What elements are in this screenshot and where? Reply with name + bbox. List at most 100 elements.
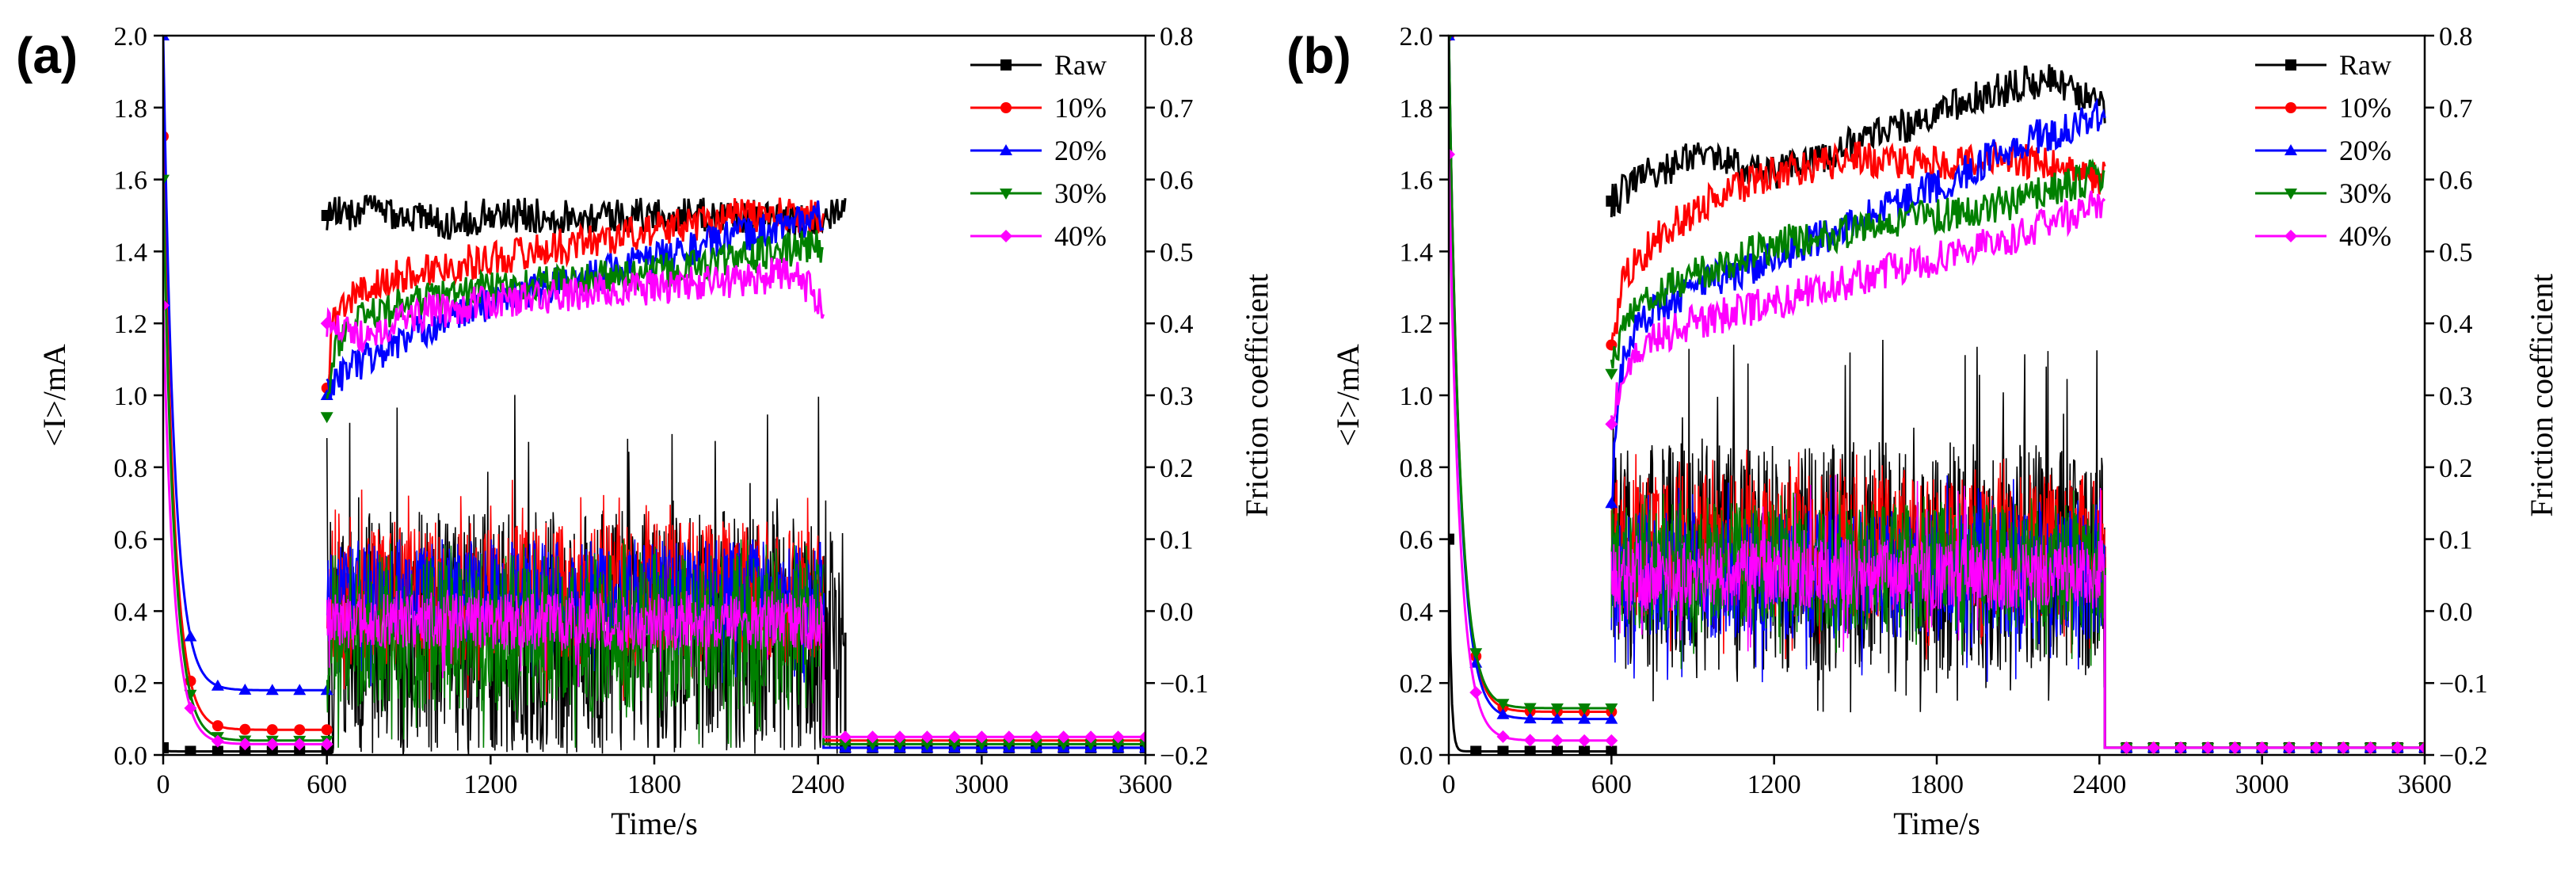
y-right-tick-label: 0.7	[2439, 94, 2473, 124]
friction-marker-Raw	[321, 210, 333, 221]
y-left-tick-label: 2.0	[114, 22, 148, 51]
current-marker-Raw	[1579, 745, 1591, 755]
legend-label: 30%	[2339, 177, 2391, 209]
current-marker-Raw	[163, 741, 169, 753]
current-marker-40pct	[2310, 741, 2323, 754]
y-left-tick-label: 0.2	[1400, 669, 1434, 699]
y-right-tick-label: 0.1	[2439, 526, 2473, 555]
y-left-tick-label: 1.2	[114, 310, 148, 339]
current-marker-40pct	[163, 299, 170, 312]
current-marker-30pct	[947, 739, 961, 751]
plot-area	[1449, 36, 2425, 755]
current-marker-40pct	[2418, 741, 2425, 754]
current-marker-10pct	[239, 723, 251, 735]
current-marker-Raw	[1551, 745, 1563, 755]
y-left-tick-label: 0.0	[114, 741, 148, 771]
x-tick-label: 600	[307, 770, 347, 799]
y-right-tick-label: −0.1	[1160, 669, 1209, 699]
y-left-tick-label: 1.8	[1400, 94, 1434, 124]
current-marker-20pct	[265, 684, 279, 696]
x-axis-title: Time/s	[1893, 806, 1980, 841]
current-marker-40pct	[265, 738, 279, 751]
current-marker-40pct	[2120, 741, 2133, 754]
current-marker-30pct	[975, 739, 989, 751]
current-marker-30pct	[1523, 703, 1537, 715]
x-tick-label: 2400	[2072, 770, 2126, 799]
current-marker-40pct	[1550, 734, 1564, 747]
current-marker-10pct	[266, 724, 278, 736]
y-left-tick-label: 2.0	[1400, 22, 1434, 51]
y-left-tick-label: 0.6	[114, 526, 148, 555]
current-marker-40pct	[975, 730, 989, 744]
current-marker-30pct	[1605, 703, 1618, 715]
friction-line-40pct	[326, 257, 825, 353]
current-marker-40pct	[2337, 741, 2350, 754]
legend-label: Raw	[2339, 49, 2391, 81]
current-marker-40pct	[1523, 734, 1537, 747]
current-marker-40pct	[894, 730, 906, 744]
current-marker-40pct	[2255, 741, 2269, 754]
y-right-tick-label: 0.8	[1160, 22, 1194, 51]
current-marker-30pct	[1002, 739, 1016, 751]
legend-label: 20%	[1054, 135, 1107, 166]
x-tick-label: 1800	[1910, 770, 1964, 799]
friction-line-40pct	[1610, 190, 2106, 424]
x-tick-label: 0	[1442, 770, 1456, 799]
y-left-tick-label: 1.4	[114, 238, 148, 267]
legend-label: 40%	[1054, 220, 1107, 252]
friction-line-30pct	[1610, 158, 2105, 369]
current-marker-40pct	[1139, 730, 1145, 744]
panel-b: 0 600 1200 1800 2400 3000 3600 0.0 0.2 0.4 0.6 0.8 1…	[1286, 22, 2559, 841]
current-marker-Raw	[239, 745, 251, 755]
y-right-tick-label: 0.7	[1160, 94, 1194, 124]
current-marker-30pct	[1550, 703, 1564, 715]
current-marker-40pct	[238, 738, 252, 751]
current-marker-Raw	[1470, 745, 1482, 755]
current-marker-20pct	[1578, 712, 1591, 724]
y-right-tick-label: 0.8	[2439, 22, 2473, 51]
current-marker-40pct	[293, 738, 307, 751]
x-tick-label: 1200	[1747, 770, 1801, 799]
y-right-tick-label: 0.2	[2439, 454, 2473, 483]
legend-marker	[2284, 189, 2297, 200]
x-axis-title: Time/s	[611, 806, 698, 841]
current-marker-40pct	[2228, 741, 2242, 754]
x-tick-label: 3000	[955, 770, 1008, 799]
legend-marker	[2284, 144, 2297, 155]
y-right-tick-label: 0.0	[1160, 597, 1194, 627]
y-left-tick-label: 1.2	[1400, 310, 1434, 339]
legend-marker	[2285, 59, 2296, 71]
legend-label: 10%	[1054, 92, 1107, 124]
current-marker-10pct	[321, 724, 333, 736]
panel-a: 0 600 1200 1800 2400 3000 3600 0.0 0.2 0.4 0.6 0.8 1…	[16, 22, 1275, 841]
current-marker-40pct	[320, 738, 333, 751]
legend-label: 10%	[2339, 92, 2391, 124]
legend-marker	[1000, 189, 1012, 200]
x-tick-label: 3600	[2398, 770, 2452, 799]
y-left-tick-label: 1.6	[114, 166, 148, 196]
current-marker-30pct	[163, 174, 170, 186]
current-marker-30pct	[894, 739, 906, 751]
current-marker-Raw	[1524, 745, 1536, 755]
y-right-tick-label: −0.2	[2439, 741, 2488, 771]
current-marker-10pct	[211, 720, 223, 732]
y-right-tick-label: 0.0	[2439, 597, 2473, 627]
y-right-tick-label: 0.3	[2439, 382, 2473, 411]
current-marker-40pct	[1496, 730, 1510, 743]
friction-marker-Raw	[1606, 195, 1618, 207]
y-right-tick-label: −0.2	[1160, 741, 1209, 771]
legend-label: 40%	[2339, 220, 2391, 252]
current-marker-10pct	[294, 724, 306, 736]
current-marker-40pct	[1002, 730, 1016, 744]
current-marker-40pct	[2201, 741, 2215, 754]
current-marker-20pct	[1550, 712, 1564, 724]
y-left-tick-label: 1.4	[1400, 238, 1434, 267]
current-marker-Raw	[1497, 745, 1509, 755]
y-right-tick-label: 0.4	[1160, 310, 1194, 339]
y-left-tick-label: 0.6	[1400, 526, 1434, 555]
current-marker-Raw	[1606, 745, 1618, 755]
x-tick-label: 2400	[791, 770, 845, 799]
current-marker-40pct	[1578, 734, 1591, 747]
